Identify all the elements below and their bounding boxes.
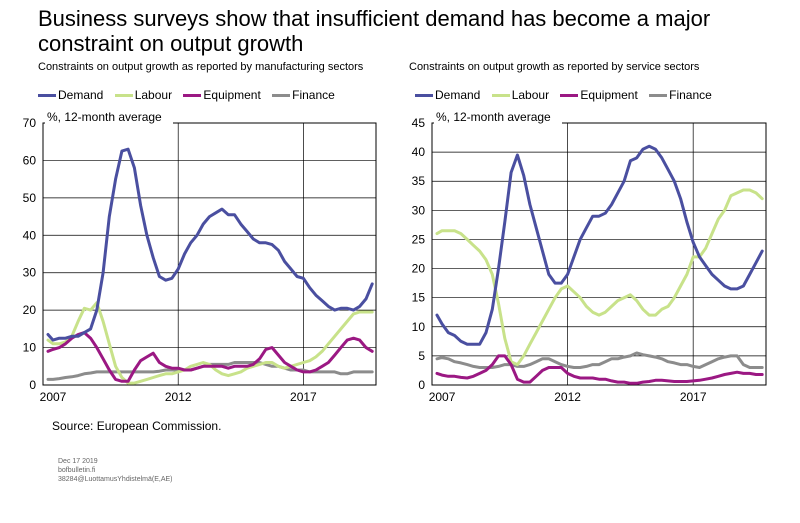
manufacturing-ytick-label: 50 xyxy=(23,191,37,205)
legend-label-finance: Finance xyxy=(292,88,335,103)
legend-swatch-labour xyxy=(114,93,133,97)
services-xtick-label: 2012 xyxy=(554,390,581,404)
manufacturing-ytick-label: 40 xyxy=(23,228,37,242)
manufacturing-xtick-label: 2007 xyxy=(40,390,67,404)
services-legend: Demand Labour Equipment Finance xyxy=(415,87,720,103)
services-ytick-label: 45 xyxy=(412,116,426,130)
services-ytick-label: 30 xyxy=(412,203,426,217)
services-series-equipment xyxy=(435,354,764,385)
legend-label-labour: Labour xyxy=(511,88,550,103)
services-ytick-label: 0 xyxy=(418,378,425,392)
legend-item-demand: Demand xyxy=(415,87,480,102)
manufacturing-series-demand xyxy=(46,147,374,342)
legend-item-equipment: Equipment xyxy=(183,87,261,103)
footer-site: bofbulletin.fi xyxy=(58,467,96,474)
manufacturing-ytick-label: 0 xyxy=(29,378,36,392)
legend-label-demand: Demand xyxy=(435,88,481,103)
legend-item-finance: Finance xyxy=(272,87,335,102)
manufacturing-series-equipment xyxy=(46,331,374,383)
services-xtick-label: 2007 xyxy=(429,390,456,404)
legend-swatch-labour xyxy=(491,93,510,97)
services-series-finance xyxy=(435,351,764,369)
services-xtick-label: 2017 xyxy=(680,390,707,404)
services-series-demand xyxy=(435,144,764,346)
legend-swatch-demand xyxy=(38,93,56,97)
legend-swatch-equipment xyxy=(560,93,579,97)
manufacturing-ytick-label: 60 xyxy=(23,153,37,167)
services-chart-subtitle: Constraints on output growth as reported… xyxy=(409,61,700,73)
legend-label-finance: Finance xyxy=(669,88,712,103)
services-ytick-label: 5 xyxy=(418,349,425,363)
services-ytick-label: 20 xyxy=(412,262,426,276)
manufacturing-chart-subtitle: Constraints on output growth as reported… xyxy=(38,61,364,73)
legend-item-labour: Labour xyxy=(491,87,550,103)
services-ytick-label: 25 xyxy=(412,232,426,246)
legend-label-labour: Labour xyxy=(134,88,173,103)
chart-title: Business surveys show that insufficient … xyxy=(38,6,711,56)
manufacturing-plot: 0 10 20 30 40 50 60 70 2007 2012 2017 %, 12-month a… xyxy=(23,110,377,404)
legend-item-finance: Finance xyxy=(649,87,712,102)
services-ytick-label: 15 xyxy=(412,291,426,305)
services-plot-frame xyxy=(431,122,767,386)
manufacturing-ytick-label: 20 xyxy=(23,303,37,317)
legend-label-equipment: Equipment xyxy=(203,88,261,103)
services-plot: 0 5 10 15 20 25 30 35 40 45 2007 2012 2017 %, 12-mont… xyxy=(412,110,767,404)
manufacturing-ytick-label: 70 xyxy=(23,116,37,130)
legend-label-equipment: Equipment xyxy=(580,88,638,103)
legend-swatch-demand xyxy=(415,93,433,97)
manufacturing-ylabel: %, 12-month average xyxy=(47,110,162,124)
services-ylabel: %, 12-month average xyxy=(436,110,551,124)
source-note: Source: European Commission. xyxy=(52,419,222,433)
legend-label-demand: Demand xyxy=(58,88,104,103)
legend-item-labour: Labour xyxy=(114,87,173,103)
services-ytick-label: 35 xyxy=(412,174,426,188)
manufacturing-xtick-label: 2012 xyxy=(165,390,192,404)
services-ytick-label: 40 xyxy=(412,145,426,159)
legend-swatch-equipment xyxy=(183,93,202,97)
legend-swatch-finance xyxy=(272,93,291,97)
services-ylabel-background xyxy=(434,110,562,125)
manufacturing-legend: Demand Labour Equipment Finance xyxy=(38,87,343,103)
services-ytick-label: 10 xyxy=(412,320,426,334)
manufacturing-xtick-label: 2017 xyxy=(290,390,317,404)
manufacturing-plot-frame xyxy=(42,122,377,386)
legend-item-demand: Demand xyxy=(38,87,103,102)
footer-date: Dec 17 2019 xyxy=(58,458,98,465)
manufacturing-ytick-label: 30 xyxy=(23,266,37,280)
services-series-labour xyxy=(435,188,764,367)
manufacturing-series-labour xyxy=(46,301,374,385)
legend-swatch-finance xyxy=(649,93,668,97)
manufacturing-ylabel-background xyxy=(45,110,173,125)
footer-id: 38284@LuottamusYhdistelmä(E,AE) xyxy=(58,476,173,483)
legend-item-equipment: Equipment xyxy=(560,87,638,103)
manufacturing-ytick-label: 10 xyxy=(23,341,37,355)
